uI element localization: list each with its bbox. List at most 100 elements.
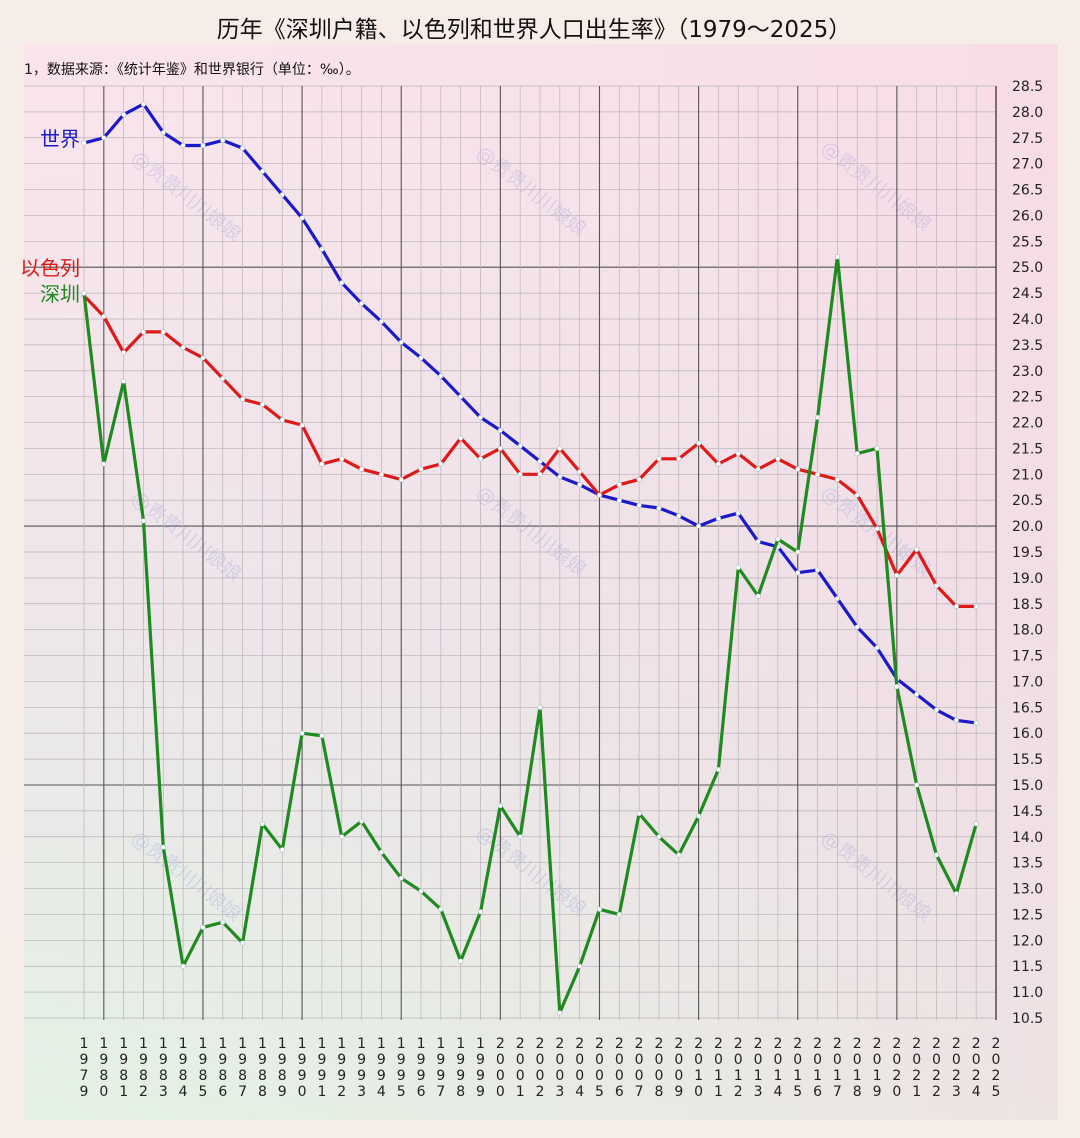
x-tick-label: 2 — [912, 1036, 921, 1052]
y-tick-label: 24.5 — [1012, 286, 1043, 302]
data-point — [854, 451, 860, 457]
data-point — [953, 717, 959, 723]
x-tick-label: 9 — [298, 1068, 307, 1084]
y-tick-label: 11.5 — [1012, 959, 1043, 975]
x-tick-label: 3 — [159, 1084, 168, 1100]
data-point — [220, 375, 226, 382]
data-point — [914, 546, 920, 553]
y-tick-label: 25.0 — [1012, 260, 1043, 276]
x-tick-label: 0 — [516, 1068, 525, 1084]
x-tick-label: 9 — [80, 1084, 89, 1100]
y-tick-label: 26.0 — [1012, 208, 1043, 224]
data-point — [378, 471, 384, 477]
y-tick-label: 21.5 — [1012, 441, 1043, 457]
series-label: 深圳 — [40, 282, 80, 306]
x-tick-label: 1 — [179, 1036, 188, 1052]
data-point — [933, 707, 940, 713]
x-tick-label: 0 — [912, 1052, 921, 1068]
series-line-1 — [82, 294, 977, 608]
x-tick-label: 0 — [694, 1052, 703, 1068]
data-point — [140, 101, 147, 107]
x-tick-label: 0 — [575, 1052, 584, 1068]
y-tick-label: 17.5 — [1012, 649, 1043, 665]
x-tick-label: 2 — [892, 1068, 901, 1084]
data-point — [259, 168, 266, 175]
data-point — [140, 329, 147, 335]
x-tick-label: 0 — [496, 1052, 505, 1068]
data-point — [418, 466, 424, 472]
x-tick-label: 0 — [654, 1052, 663, 1068]
data-point — [438, 461, 444, 467]
series-line-2 — [82, 255, 978, 1015]
data-point — [477, 414, 484, 420]
series-label: 以色列 — [20, 256, 80, 280]
x-tick-label: 3 — [754, 1084, 763, 1100]
data-point — [933, 583, 940, 589]
x-tick-label: 1 — [317, 1084, 326, 1100]
data-point — [121, 111, 127, 118]
x-tick-label: 2 — [734, 1084, 743, 1100]
data-point — [101, 461, 107, 467]
data-point — [557, 1010, 563, 1016]
data-point — [537, 458, 543, 464]
data-point — [319, 461, 325, 467]
data-point — [259, 401, 266, 408]
x-tick-label: 8 — [119, 1068, 128, 1084]
x-tick-label: 2 — [714, 1036, 723, 1052]
x-tick-label: 0 — [536, 1068, 545, 1084]
data-point — [656, 505, 662, 511]
data-point — [398, 339, 404, 345]
data-point — [259, 821, 266, 827]
data-point — [240, 145, 246, 151]
x-tick-label: 1 — [734, 1068, 743, 1084]
x-tick-label: 2 — [555, 1036, 564, 1052]
x-tick-label: 0 — [635, 1068, 644, 1084]
x-tick-label: 0 — [773, 1052, 782, 1068]
data-point — [537, 471, 543, 477]
y-tick-label: 14.5 — [1012, 804, 1043, 820]
x-tick-label: 5 — [595, 1084, 604, 1100]
data-point — [577, 469, 583, 475]
data-point — [378, 849, 384, 855]
x-tick-label: 9 — [674, 1084, 683, 1100]
data-point — [358, 300, 365, 307]
y-tick-label: 17.0 — [1012, 674, 1043, 690]
x-tick-label: 5 — [397, 1084, 406, 1100]
data-point — [854, 492, 860, 498]
data-point — [477, 456, 484, 462]
data-point — [477, 909, 484, 915]
x-tick-label: 9 — [179, 1052, 188, 1068]
data-point — [814, 414, 821, 420]
y-tick-label: 20.5 — [1012, 493, 1043, 509]
x-tick-label: 0 — [972, 1052, 981, 1068]
x-tick-label: 2 — [536, 1084, 545, 1100]
x-tick-label: 6 — [813, 1084, 822, 1100]
data-point — [358, 818, 365, 824]
y-tick-label: 13.0 — [1012, 882, 1043, 898]
x-tick-label: 0 — [813, 1052, 822, 1068]
x-tick-label: 2 — [139, 1084, 148, 1100]
x-tick-label: 7 — [238, 1084, 247, 1100]
x-tick-label: 0 — [99, 1084, 108, 1100]
x-tick-label: 9 — [317, 1068, 326, 1084]
data-point — [81, 140, 87, 146]
x-tick-label: 2 — [932, 1036, 941, 1052]
data-point — [557, 474, 563, 480]
x-tick-label: 9 — [278, 1052, 287, 1068]
x-tick-label: 0 — [615, 1068, 624, 1084]
x-tick-label: 9 — [873, 1084, 882, 1100]
data-point — [339, 456, 345, 462]
x-tick-label: 2 — [694, 1036, 703, 1052]
data-point — [557, 445, 563, 452]
y-tick-label: 25.5 — [1012, 234, 1043, 250]
x-tick-label: 0 — [734, 1052, 743, 1068]
x-tick-label: 9 — [119, 1052, 128, 1068]
x-tick-label: 1 — [793, 1068, 802, 1084]
x-tick-label: 6 — [615, 1084, 624, 1100]
x-tick-label: 0 — [932, 1052, 941, 1068]
x-tick-label: 1 — [278, 1036, 287, 1052]
data-point — [696, 813, 702, 819]
x-tick-label: 2 — [654, 1036, 663, 1052]
y-tick-label: 18.5 — [1012, 597, 1043, 613]
